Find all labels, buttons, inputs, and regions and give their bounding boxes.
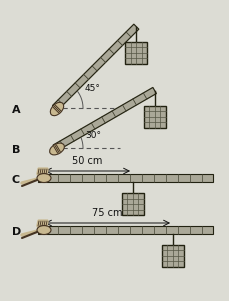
Text: D: D: [12, 227, 21, 237]
Bar: [121, 193, 143, 215]
Bar: [125, 42, 147, 64]
Bar: [161, 245, 183, 267]
Text: 50 cm: 50 cm: [72, 156, 102, 166]
Polygon shape: [52, 24, 138, 110]
Text: A: A: [12, 105, 21, 115]
Bar: [38, 174, 212, 182]
Text: 45°: 45°: [85, 84, 101, 93]
Ellipse shape: [37, 225, 51, 234]
Text: C: C: [12, 175, 20, 185]
Ellipse shape: [50, 102, 63, 116]
Ellipse shape: [49, 143, 64, 155]
Bar: [38, 226, 212, 234]
Text: 30°: 30°: [85, 131, 101, 140]
Text: B: B: [12, 145, 20, 155]
Text: 75 cm: 75 cm: [92, 208, 122, 218]
Ellipse shape: [37, 173, 51, 182]
Bar: [143, 105, 165, 128]
Polygon shape: [53, 88, 156, 151]
